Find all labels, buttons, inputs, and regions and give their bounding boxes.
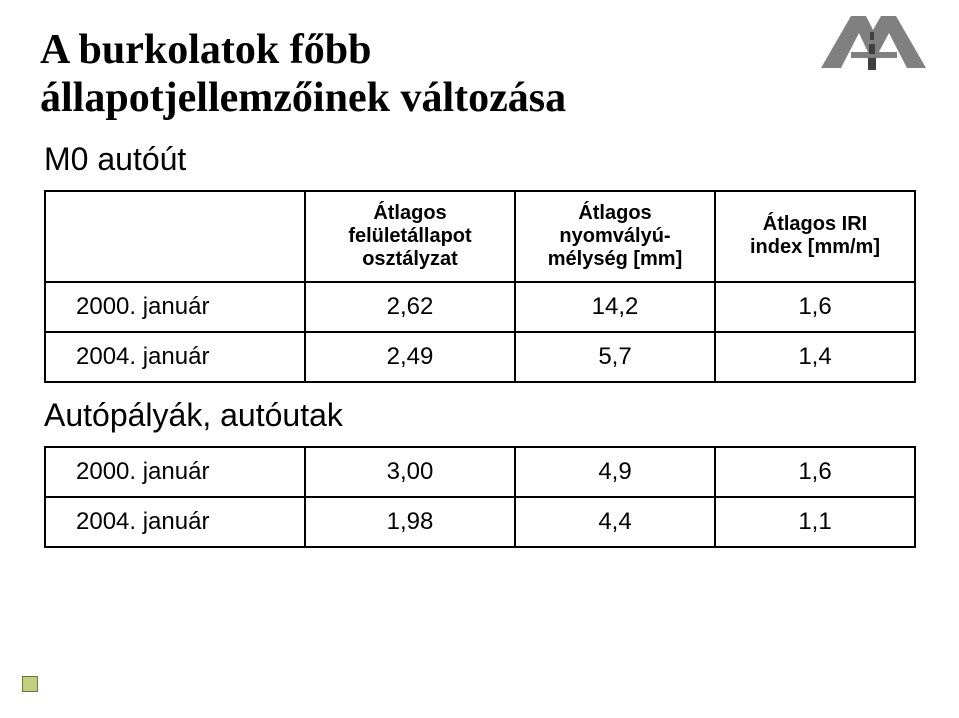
row-label: 2000. január — [45, 447, 305, 497]
cell: 2,62 — [305, 282, 515, 332]
table-row: 2004. január 2,49 5,7 1,4 — [45, 332, 915, 382]
row-label: 2000. január — [45, 282, 305, 332]
table-2-wrap: 2000. január 3,00 4,9 1,6 2004. január 1… — [44, 446, 879, 548]
header-col1-l2: felületállapot — [348, 225, 471, 247]
table-row: 2004. január 1,98 4,4 1,1 — [45, 497, 915, 547]
table-row: 2000. január 2,62 14,2 1,6 — [45, 282, 915, 332]
header-col3-l1: Átlagos IRI — [763, 213, 867, 235]
header-col2-l1: Átlagos — [578, 202, 651, 224]
header-empty — [45, 191, 305, 282]
aa-road-logo — [811, 8, 931, 80]
cell: 1,1 — [715, 497, 915, 547]
header-col3: Átlagos IRI index [mm/m] — [715, 191, 915, 282]
page-title: A burkolatok főbb állapotjellemzőinek vá… — [40, 26, 919, 123]
cell: 1,98 — [305, 497, 515, 547]
cell: 14,2 — [515, 282, 715, 332]
header-col3-l2: index [mm/m] — [750, 236, 880, 258]
footer-bullet-icon — [22, 676, 38, 692]
cell: 4,9 — [515, 447, 715, 497]
title-line-1: A burkolatok főbb — [40, 27, 371, 73]
cell: 1,4 — [715, 332, 915, 382]
slide: A burkolatok főbb állapotjellemzőinek vá… — [0, 0, 959, 718]
header-col1-l1: Átlagos — [373, 202, 446, 224]
table-header-row: Átlagos felületállapot osztályzat Átlago… — [45, 191, 915, 282]
header-col1: Átlagos felületállapot osztályzat — [305, 191, 515, 282]
table-autopalyak: 2000. január 3,00 4,9 1,6 2004. január 1… — [44, 446, 916, 548]
header-col2: Átlagos nyomvályú- mélység [mm] — [515, 191, 715, 282]
cell: 1,6 — [715, 447, 915, 497]
header-col1-l3: osztályzat — [362, 248, 458, 270]
row-label: 2004. január — [45, 332, 305, 382]
section-1-label: M0 autóút — [44, 141, 919, 178]
cell: 5,7 — [515, 332, 715, 382]
cell: 1,6 — [715, 282, 915, 332]
cell: 4,4 — [515, 497, 715, 547]
section-2-label: Autópályák, autóutak — [44, 397, 919, 434]
title-line-2: állapotjellemzőinek változása — [40, 75, 566, 121]
table-1-wrap: Átlagos felületállapot osztályzat Átlago… — [44, 190, 879, 383]
table-row: 2000. január 3,00 4,9 1,6 — [45, 447, 915, 497]
cell: 3,00 — [305, 447, 515, 497]
header-col2-l2: nyomvályú- — [559, 225, 670, 247]
row-label: 2004. január — [45, 497, 305, 547]
table-m0: Átlagos felületállapot osztályzat Átlago… — [44, 190, 916, 383]
header-col2-l3: mélység [mm] — [548, 248, 683, 270]
cell: 2,49 — [305, 332, 515, 382]
